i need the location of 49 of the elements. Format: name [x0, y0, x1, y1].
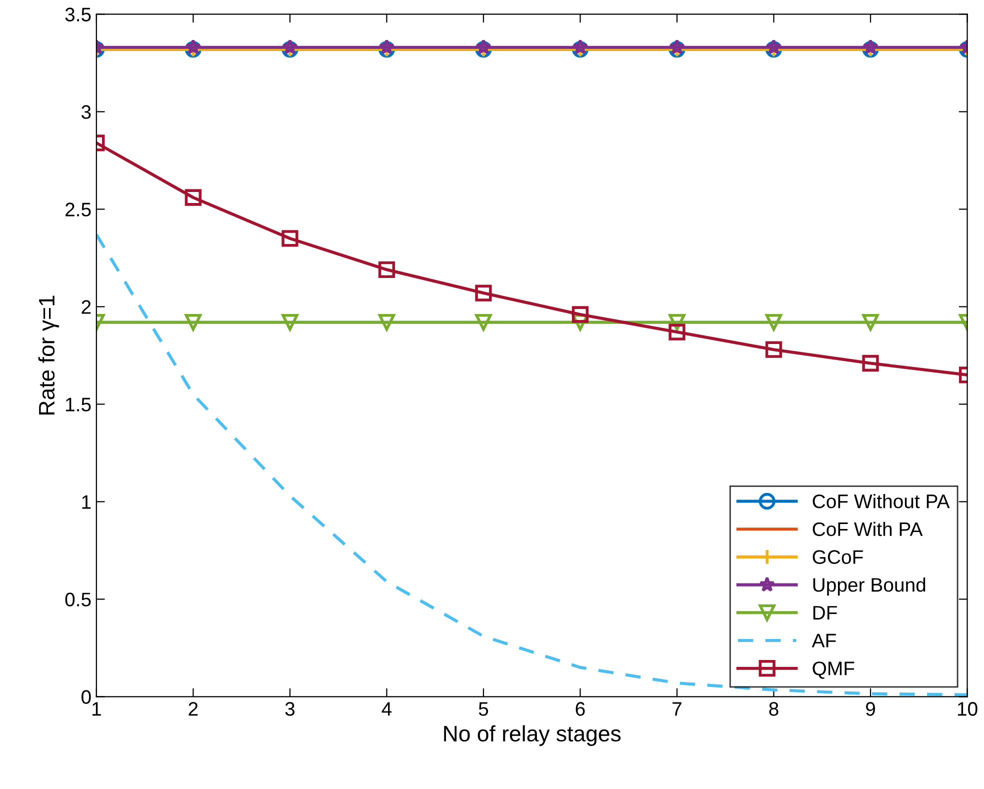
- point: [862, 39, 879, 54]
- point: [282, 230, 298, 247]
- x-tick-label: 3: [285, 702, 295, 716]
- point: [766, 39, 782, 54]
- point: [184, 314, 202, 331]
- point: [184, 189, 202, 206]
- legend-label: CoF Without PA: [812, 494, 950, 508]
- point: [378, 261, 396, 278]
- point: [475, 39, 492, 54]
- point: [765, 341, 782, 358]
- y-tick-label: 2: [82, 300, 91, 314]
- y-tick-label: 3: [82, 105, 91, 119]
- point: [378, 39, 395, 54]
- legend-label: CoF With PA: [812, 522, 923, 536]
- point: [282, 314, 298, 331]
- point: [572, 39, 588, 54]
- point: [282, 39, 298, 54]
- point: [668, 39, 685, 54]
- point: [765, 314, 782, 331]
- point: [862, 354, 879, 372]
- x-tick-label: 8: [769, 702, 778, 716]
- y-tick-label: 1: [82, 495, 91, 509]
- y-tick-label: 2.5: [66, 202, 91, 216]
- x-tick-label: 4: [382, 702, 392, 716]
- x-tick-label: 10: [958, 702, 978, 716]
- x-tick-label: 7: [672, 702, 682, 716]
- y-tick-label: 0: [82, 690, 91, 704]
- point: [475, 284, 492, 302]
- point: [475, 314, 492, 331]
- x-tick-label: 1: [92, 702, 101, 716]
- legend-label: DF: [813, 606, 837, 620]
- x-tick-label: 5: [478, 702, 488, 716]
- x-tick-label: 2: [188, 702, 198, 716]
- x-axis-title: No of relay stages: [444, 725, 621, 746]
- y-tick-label: 0.5: [65, 592, 91, 606]
- point: [862, 314, 879, 331]
- point: [185, 39, 202, 54]
- point: [572, 306, 589, 323]
- legend-label: QMF: [812, 662, 854, 679]
- y-axis-title: Rate for γ=1: [38, 296, 59, 414]
- legend-label: AF: [812, 634, 836, 648]
- point: [668, 324, 686, 340]
- legend-label: GCoF: [812, 550, 863, 564]
- y-tick-label: 3.5: [65, 8, 91, 22]
- y-tick-label: 1.5: [66, 398, 91, 412]
- point: [378, 314, 396, 331]
- legend-label: Upper Bound: [813, 578, 926, 596]
- x-tick-label: 9: [866, 702, 875, 716]
- x-tick-label: 6: [576, 702, 585, 716]
